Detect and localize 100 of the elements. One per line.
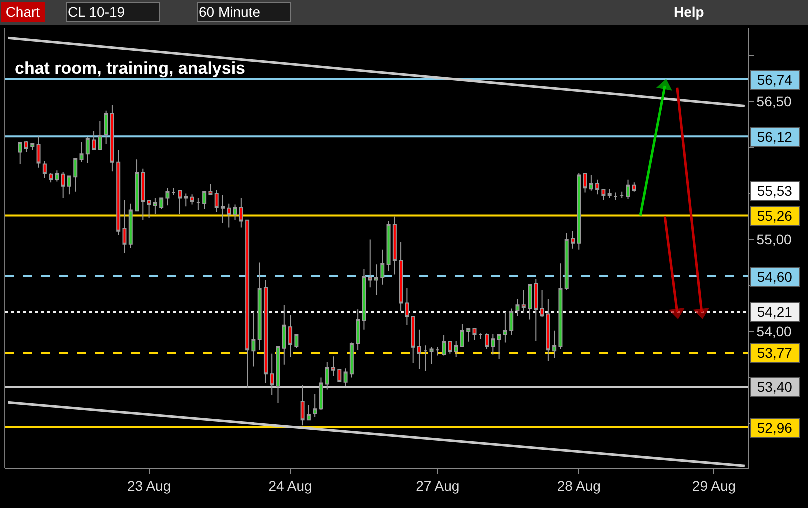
candlestick xyxy=(516,299,520,317)
candlestick xyxy=(239,198,244,228)
candlestick xyxy=(386,220,391,272)
candlestick xyxy=(208,184,213,196)
candlestick xyxy=(110,104,114,172)
ref-line-label: 52,96 xyxy=(757,420,793,436)
text: Chart xyxy=(6,4,40,20)
candlestick xyxy=(583,172,588,194)
candlestick xyxy=(338,369,342,383)
candlestick xyxy=(122,200,127,254)
candlestick xyxy=(534,278,538,342)
candlestick xyxy=(252,312,256,368)
ref-line-label: 56,74 xyxy=(757,72,793,88)
candlestick xyxy=(392,216,397,276)
candlestick xyxy=(454,340,458,358)
candlestick xyxy=(442,334,446,356)
candlestick xyxy=(184,193,188,208)
candlestick xyxy=(86,137,90,164)
candlestick xyxy=(49,172,54,184)
candlestick xyxy=(411,316,416,364)
candlestick xyxy=(116,150,121,236)
candlestick xyxy=(558,263,563,350)
candlestick xyxy=(405,288,410,326)
text: CL 10-19 xyxy=(68,4,126,20)
candlestick xyxy=(294,334,299,349)
candlestick xyxy=(135,159,140,212)
candlestick xyxy=(522,290,526,314)
candlestick xyxy=(552,330,557,359)
candlestick xyxy=(98,120,102,150)
candlestick xyxy=(466,328,471,342)
ref-line-label: 54,21 xyxy=(757,304,793,320)
candlestick xyxy=(491,334,496,356)
candlestick xyxy=(510,308,514,336)
text: chat room, training, analysis xyxy=(15,58,246,78)
candlestick xyxy=(227,203,232,228)
candlestick xyxy=(596,179,600,196)
candlestick xyxy=(460,324,464,347)
candlestick xyxy=(24,140,28,153)
candlestick xyxy=(42,160,47,179)
candlestick xyxy=(368,239,372,288)
candlestick xyxy=(577,172,582,250)
candlestick xyxy=(67,176,72,196)
candlestick xyxy=(166,188,170,206)
candlestick xyxy=(528,284,532,320)
y-tick-label: 56,50 xyxy=(756,94,792,110)
candlestick xyxy=(362,268,366,330)
candlestick xyxy=(448,341,452,354)
candlestick xyxy=(214,190,219,213)
candlestick xyxy=(306,404,311,421)
candlestick xyxy=(356,309,360,351)
x-tick-label: 23 Aug xyxy=(127,478,172,494)
candlestick xyxy=(270,353,274,396)
x-tick-label: 28 Aug xyxy=(557,478,601,494)
candlestick xyxy=(104,110,108,144)
candlestick xyxy=(614,192,618,201)
candlestick xyxy=(36,136,41,168)
candlestick xyxy=(485,333,490,350)
candlestick xyxy=(589,174,594,192)
candlestick xyxy=(632,182,636,192)
candlestick xyxy=(564,232,569,291)
candlestick xyxy=(436,346,440,356)
candlestick xyxy=(30,142,35,151)
candlestick xyxy=(233,204,238,221)
candlestick xyxy=(478,333,483,340)
candlestick xyxy=(153,198,158,214)
text: Help xyxy=(674,4,704,20)
candlestick xyxy=(258,262,262,351)
candlestick xyxy=(620,191,624,199)
candlestick xyxy=(264,280,268,384)
candlestick xyxy=(55,170,60,182)
candlestick xyxy=(172,188,176,196)
y-tick-label: 54,00 xyxy=(756,324,792,340)
candlestick xyxy=(80,142,84,163)
candlestick xyxy=(570,230,575,250)
candlestick xyxy=(128,203,133,248)
candlestick xyxy=(276,346,280,404)
ref-line-label: 53,77 xyxy=(757,345,793,361)
candlestick xyxy=(374,264,378,296)
candlestick xyxy=(350,342,354,378)
candlestick xyxy=(325,362,330,390)
candlestick xyxy=(300,384,305,426)
candlestick xyxy=(141,168,146,221)
candlestick xyxy=(190,194,194,206)
text: 60 Minute xyxy=(199,4,261,20)
candlestick xyxy=(503,312,508,344)
ref-line-label: 53,40 xyxy=(757,379,793,395)
ref-line-label: 55,26 xyxy=(757,208,793,224)
candlestick xyxy=(246,220,250,388)
candlestick xyxy=(147,200,152,220)
candlestick xyxy=(319,377,324,411)
candlestick xyxy=(288,314,293,358)
candlestick xyxy=(313,394,318,418)
candlestick xyxy=(18,142,22,165)
candlestick xyxy=(472,328,477,341)
x-tick-label: 29 Aug xyxy=(692,478,736,494)
y-tick-label: 55,00 xyxy=(756,232,792,248)
candlestick xyxy=(626,179,630,200)
candlestick xyxy=(602,190,606,201)
candlestick xyxy=(282,304,286,366)
candlestick xyxy=(61,172,66,199)
